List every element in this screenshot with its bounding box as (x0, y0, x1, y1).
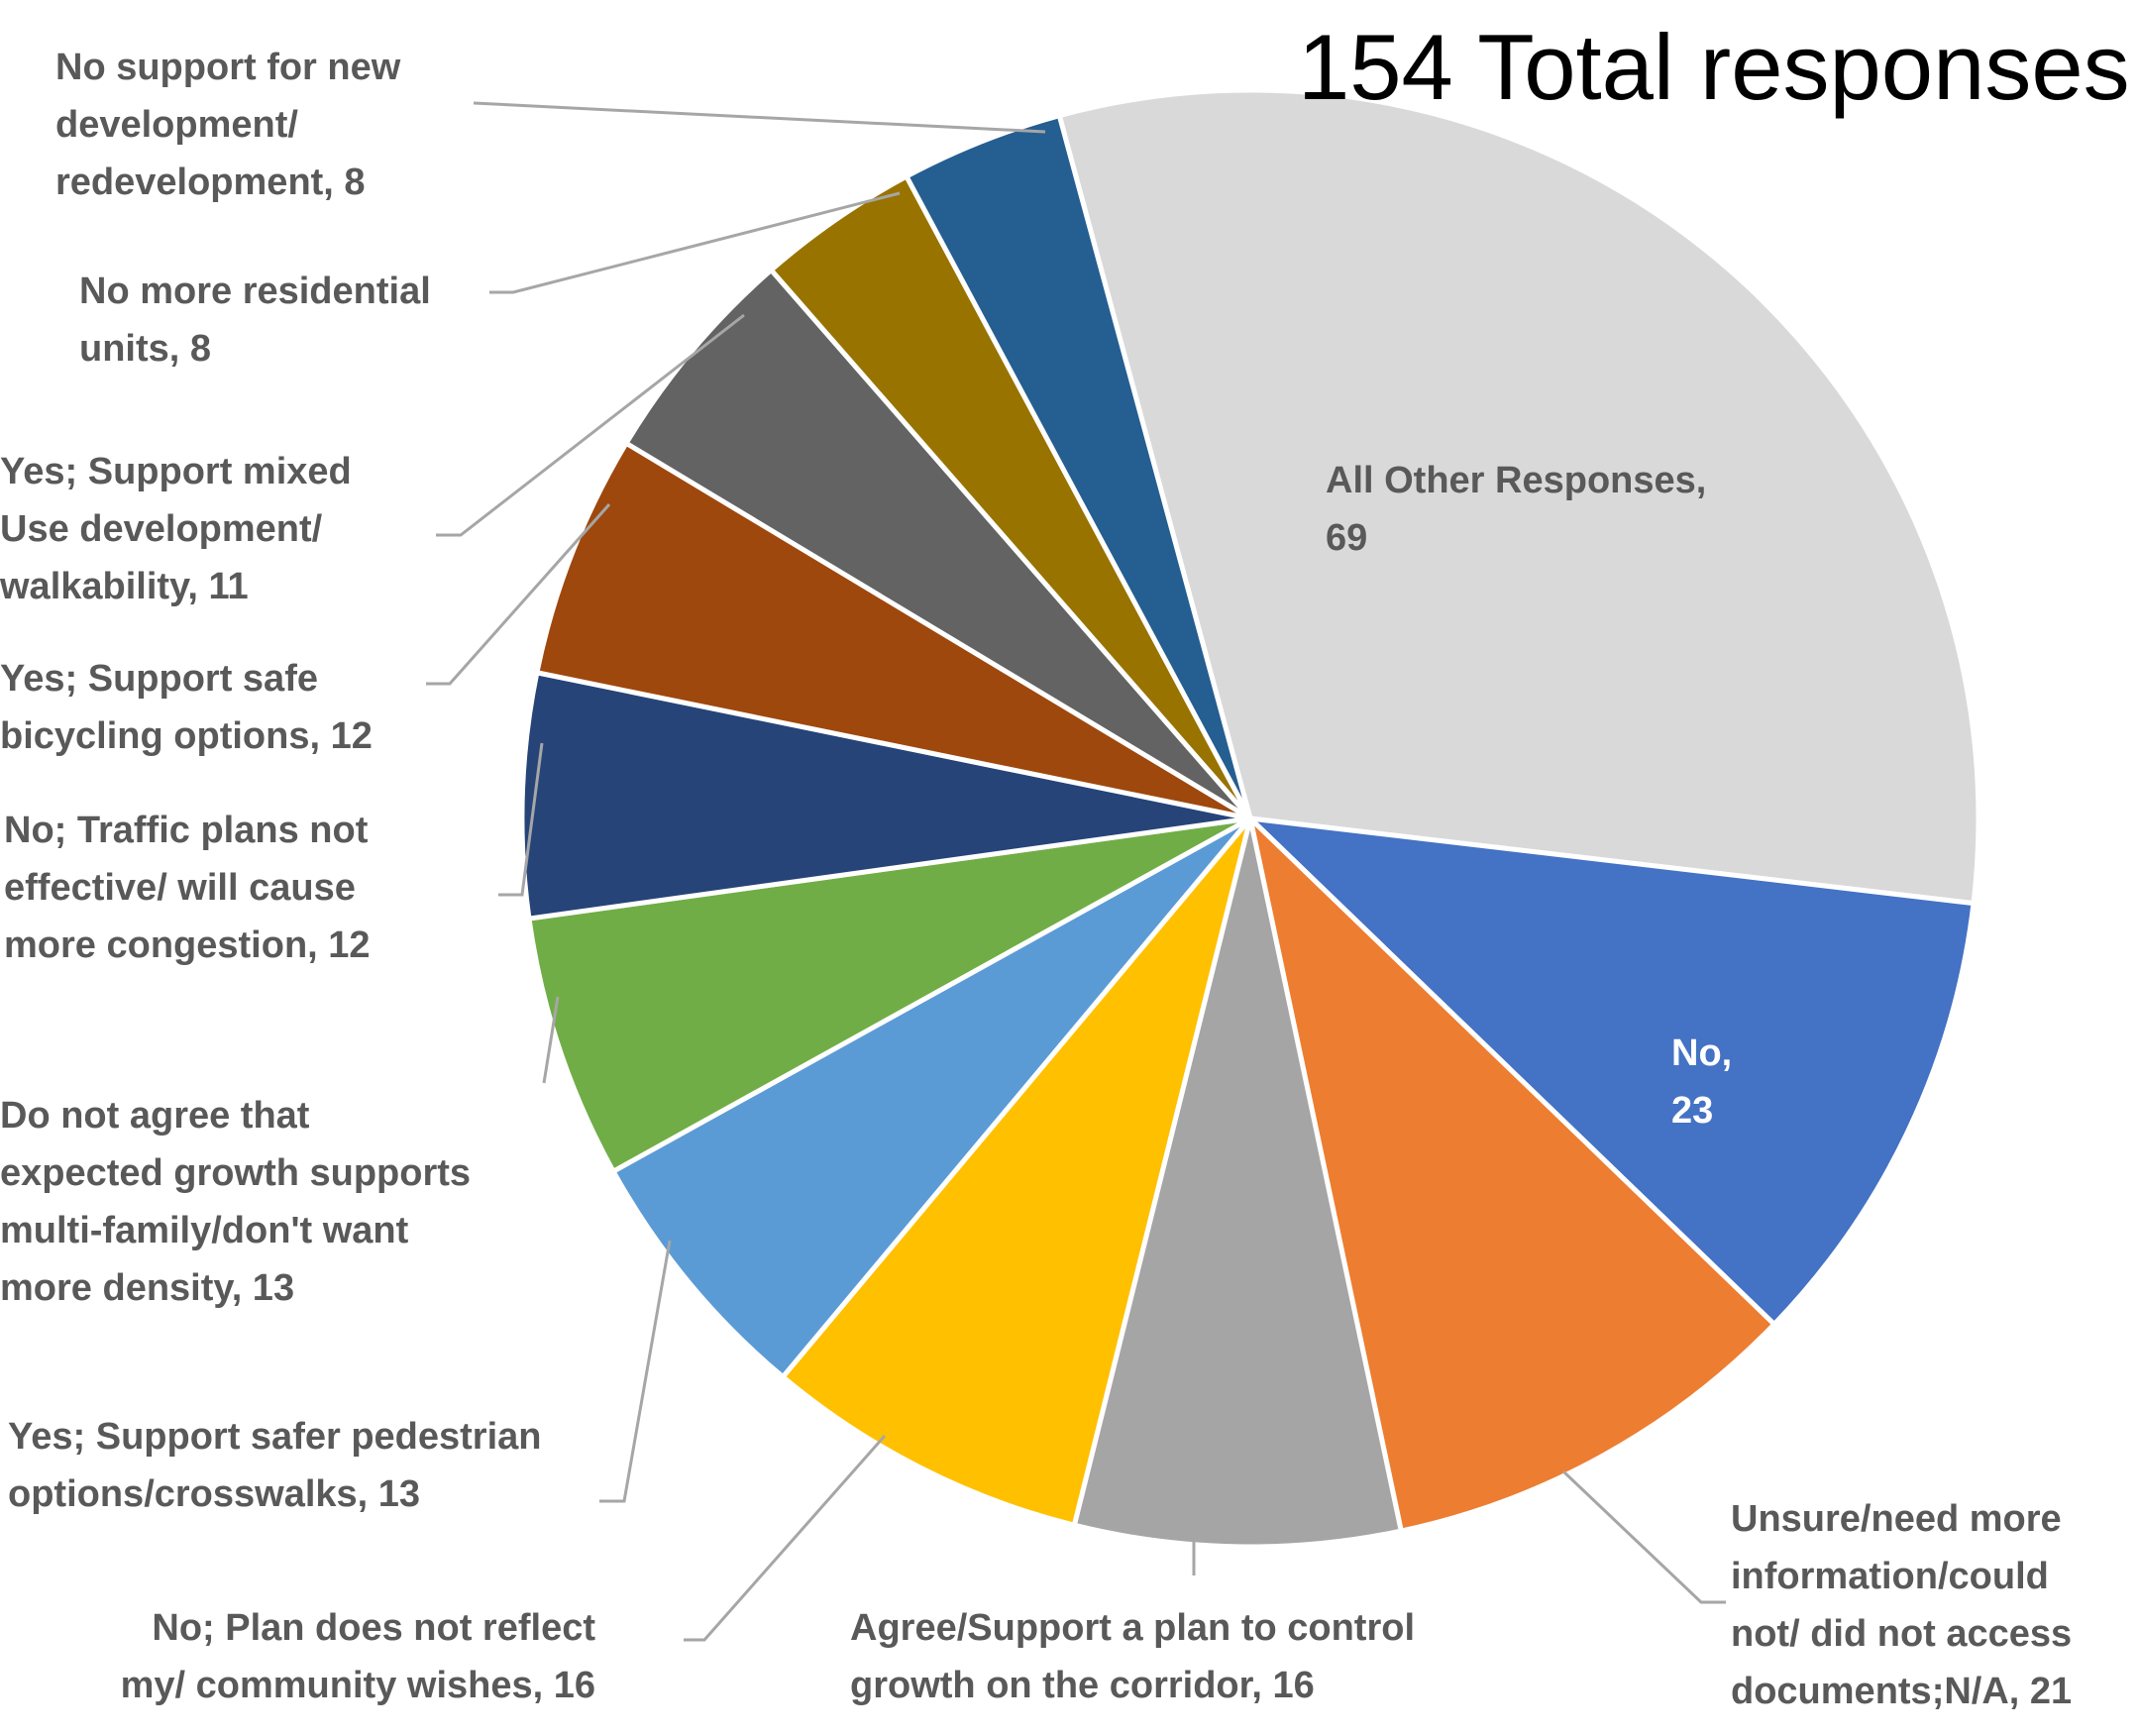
slice-label-3: Unsure/need more information/could not/ di… (1731, 1498, 2072, 1712)
slice-label-line: more congestion, 12 (4, 924, 371, 966)
pie-slice-5 (780, 815, 1253, 1528)
slice-label-line: my/ community wishes, 16 (121, 1665, 595, 1706)
slice-label-line: Unsure/need more (1731, 1498, 2062, 1540)
slice-label-line: expected growth supports (0, 1152, 471, 1194)
slice-label-line: Use development/ (0, 508, 323, 550)
slice-label-7: Do not agree that expected growth support… (0, 1095, 471, 1309)
slice-label-line: Agree/Support a plan to control (850, 1607, 1415, 1649)
slice-label-10: Yes; Support mixed Use development/walkab… (0, 451, 352, 607)
leader-line-9 (426, 503, 611, 686)
slice-label-9: Yes; Support safe bicycling options, 12 (0, 658, 373, 757)
pie-slice-6 (610, 815, 1253, 1380)
slice-label-6: Yes; Support safer pedestrian options/cro… (8, 1416, 542, 1515)
leader-line-7 (542, 996, 560, 1084)
leader-line-12 (473, 101, 1046, 134)
slice-label-line: All Other Responses, (1326, 460, 1706, 501)
slice-label-line: Yes; Support safe (0, 658, 318, 700)
slice-label-line: No more residential (79, 271, 431, 312)
pie-slice-2 (1247, 815, 1977, 1327)
slice-label-line: documents;N/A, 21 (1731, 1671, 2072, 1712)
slice-label-line: No support for new (55, 47, 401, 88)
slice-label-line: units, 8 (79, 328, 211, 370)
pie-slice-12 (904, 113, 1253, 821)
slice-label-line: options/crosswalks, 13 (8, 1473, 420, 1515)
slice-label-line: not/ did not access (1731, 1613, 2072, 1655)
slice-label-8: No; Traffic plans not effective/ will cau… (4, 810, 371, 966)
slice-label-line: bicycling options, 12 (0, 715, 373, 757)
pie-slice-7 (526, 815, 1253, 1174)
slice-label-line: multi-family/don't want (0, 1210, 409, 1251)
pie-slice-4 (1071, 815, 1404, 1550)
slice-label-line: walkability, 11 (0, 566, 249, 607)
pie-slice-3 (1247, 815, 1777, 1534)
slice-label-line: growth on the corridor, 16 (850, 1665, 1315, 1706)
slice-label-line: more density, 13 (0, 1267, 294, 1309)
slice-label-line: 69 (1326, 517, 1367, 559)
leader-line-11 (489, 191, 901, 294)
slice-label-line: No; Plan does not reflect (152, 1607, 595, 1649)
slice-label-line: No; Traffic plans not (4, 810, 369, 851)
chart-title: 154 Total responses (1298, 15, 2130, 119)
slice-label-line: effective/ will cause (4, 867, 356, 909)
pie-slice-9 (534, 440, 1253, 821)
leader-line-6 (599, 1240, 672, 1503)
slice-label-line: 23 (1671, 1090, 1713, 1132)
leader-line-10 (436, 313, 745, 537)
pie-slice-8 (519, 670, 1253, 922)
pie-slice-1 (1056, 87, 1981, 907)
pie-slice-10 (623, 268, 1253, 821)
leader-line-5 (684, 1435, 887, 1642)
slice-label-11: No more residential units, 8 (79, 271, 431, 370)
slice-label-line: development/ (55, 104, 298, 146)
slice-label-5: No; Plan does not reflect my/ community w… (121, 1607, 596, 1706)
slice-label-line: Do not agree that (0, 1095, 310, 1137)
slice-label-line: No, (1671, 1032, 1732, 1074)
slice-label-line: redevelopment, 8 (55, 162, 366, 203)
slice-label-4: Agree/Support a plan to control growth on… (850, 1607, 1415, 1706)
slice-label-line: Yes; Support mixed (0, 451, 352, 492)
leader-line-3 (1561, 1469, 1726, 1604)
slice-label-12: No support for new development/redevelopm… (55, 47, 401, 203)
slice-label-1: All Other Responses, 69 (1326, 460, 1706, 559)
slice-label-line: information/could (1731, 1556, 2049, 1597)
slice-label-2: No, 23 (1671, 1032, 1732, 1132)
leader-line-8 (498, 742, 544, 897)
slice-label-line: Yes; Support safer pedestrian (8, 1416, 542, 1458)
